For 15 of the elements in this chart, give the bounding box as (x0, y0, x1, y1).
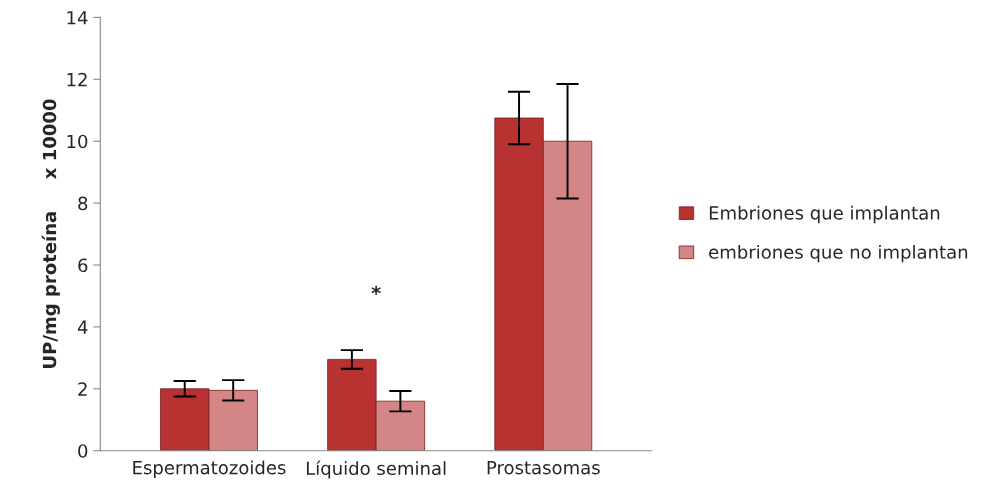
y-tick-label: 0 (78, 444, 88, 458)
legend-label: Embriones que implantan (709, 205, 940, 224)
y-tick-label: 2 (78, 382, 87, 396)
y-axis-title: UP/mg proteína x 10000 (41, 99, 60, 368)
y-tick-label: 8 (78, 196, 88, 211)
y-tick-label: 14 (67, 11, 88, 25)
y-tick-label: 6 (78, 258, 88, 273)
x-tick-label: Espermatozoides (133, 460, 286, 478)
legend-label: embriones que no implantan (709, 244, 968, 263)
y-tick-label: 12 (67, 72, 87, 87)
x-tick-label: Líquido seminal (306, 460, 446, 479)
y-tick-label: 10 (67, 134, 88, 149)
x-tick-label: Prostasomas (487, 460, 600, 475)
y-tick-label: 4 (77, 320, 88, 334)
annotation: * (371, 285, 381, 295)
